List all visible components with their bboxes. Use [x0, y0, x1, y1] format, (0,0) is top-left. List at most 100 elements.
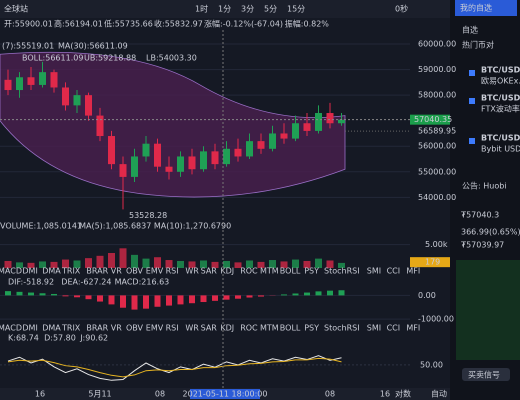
- interval-tab[interactable]: 15分: [287, 5, 305, 14]
- pair-name[interactable]: BTC/USD: [481, 66, 520, 75]
- macd-label: DEA:-627.24: [61, 278, 111, 287]
- candle-body: [177, 156, 184, 172]
- x-tick-label: 16: [380, 390, 390, 399]
- macd-bar: [39, 293, 46, 296]
- depth-area: [456, 260, 520, 360]
- candle-body: [73, 95, 81, 106]
- macd-bar: [166, 295, 172, 306]
- pair-name[interactable]: BTC/USD: [481, 94, 520, 103]
- sidebar-section: 自选: [462, 25, 478, 35]
- sidebar-tab[interactable]: 我的自选: [460, 3, 492, 13]
- indicator-tab[interactable]: BRAR: [86, 267, 108, 276]
- indicator-tab[interactable]: MTM: [260, 324, 279, 333]
- indicator-tab[interactable]: RSI: [166, 324, 179, 333]
- indicator-tab[interactable]: DMA: [42, 267, 61, 276]
- checkbox[interactable]: [469, 70, 475, 76]
- y-tick-label: 0.00: [418, 291, 436, 300]
- boll-label: LB:54003.30: [146, 54, 197, 63]
- indicator-tab[interactable]: MACD: [0, 324, 22, 333]
- interval-tab[interactable]: 3分: [241, 5, 254, 14]
- indicator-tab[interactable]: KDJ: [220, 324, 234, 333]
- indicator-tab[interactable]: OBV: [126, 324, 144, 333]
- macd-label: DIF:-518.92: [8, 278, 54, 287]
- volume-bar: [50, 261, 58, 268]
- indicator-tab[interactable]: DMI: [22, 267, 37, 276]
- indicator-tab[interactable]: MFI: [406, 267, 420, 276]
- x-tick-label: 5月11: [88, 390, 111, 399]
- macd-bar: [5, 291, 11, 296]
- indicator-tab[interactable]: VR: [111, 267, 122, 276]
- indicator-tab[interactable]: ROC: [240, 267, 258, 276]
- volume-bar: [27, 262, 35, 268]
- indicator-tab[interactable]: SAR: [201, 267, 218, 276]
- indicator-tab[interactable]: EMV: [146, 324, 164, 333]
- indicator-tab[interactable]: PSY: [304, 267, 319, 276]
- volume-bar: [257, 261, 265, 268]
- indicator-tab[interactable]: OBV: [126, 267, 144, 276]
- x-tick-label: 08: [325, 390, 335, 399]
- volume-bar: [119, 248, 127, 268]
- volume-bar: [188, 261, 196, 268]
- signal-button[interactable]: [462, 368, 510, 381]
- indicator-tab[interactable]: DMA: [42, 324, 61, 333]
- macd-bar: [315, 291, 322, 296]
- indicator-tab[interactable]: TRIX: [61, 267, 81, 276]
- scale-button[interactable]: 自动: [431, 389, 447, 399]
- indicator-tab[interactable]: ROC: [240, 324, 258, 333]
- indicator-tab[interactable]: StochRSI: [324, 324, 360, 333]
- volume-bar: [338, 262, 345, 268]
- indicator-tab[interactable]: MFI: [406, 324, 420, 333]
- scale-button[interactable]: 对数: [395, 389, 411, 399]
- indicator-tab[interactable]: SAR: [201, 324, 218, 333]
- indicator-tab[interactable]: BOLL: [280, 267, 301, 276]
- indicator-tab[interactable]: BRAR: [86, 324, 108, 333]
- volume-bar: [200, 260, 207, 268]
- indicator-tab[interactable]: TRIX: [61, 324, 81, 333]
- indicator-tab[interactable]: StochRSI: [324, 267, 360, 276]
- volume-bar: [142, 258, 150, 268]
- y-tick-label: 58000.00: [418, 91, 456, 100]
- indicator-tab[interactable]: PSY: [304, 324, 319, 333]
- volume-bar: [223, 260, 230, 268]
- indicator-tab[interactable]: CCI: [387, 267, 401, 276]
- volume-bar: [4, 260, 12, 268]
- candle-body: [257, 141, 265, 149]
- indicator-tab[interactable]: DMI: [22, 324, 37, 333]
- indicator-tab[interactable]: RSI: [166, 267, 179, 276]
- indicator-tab[interactable]: WR: [185, 267, 199, 276]
- candle-body: [119, 164, 127, 177]
- volume-bar: [73, 260, 81, 268]
- macd-bar: [177, 295, 184, 305]
- macd-bar: [212, 295, 218, 301]
- site-title: 全球站: [4, 4, 28, 14]
- indicator-tab[interactable]: WR: [185, 324, 199, 333]
- indicator-tab[interactable]: MACD: [0, 267, 22, 276]
- ohlc-text: 开:55900.01: [4, 20, 53, 29]
- indicator-tab[interactable]: SMI: [367, 267, 381, 276]
- macd-bar: [51, 293, 57, 296]
- volume-bar: [108, 253, 115, 268]
- candle-body: [188, 156, 196, 170]
- pair-name[interactable]: BTC/USDT: [481, 134, 520, 143]
- indicator-tab[interactable]: EMV: [146, 267, 164, 276]
- indicator-tab[interactable]: VR: [111, 324, 122, 333]
- signal-button-label[interactable]: 买卖信号: [468, 370, 500, 380]
- interval-tab[interactable]: 1分: [218, 5, 231, 14]
- crosshair-tag: [190, 389, 260, 399]
- macd-bar: [131, 295, 138, 310]
- checkbox[interactable]: [469, 138, 475, 144]
- indicator-tab[interactable]: MTM: [260, 267, 279, 276]
- x-tick-label: 08: [155, 390, 165, 399]
- indicator-tab[interactable]: SMI: [367, 324, 381, 333]
- interval-tab[interactable]: 1时: [195, 4, 208, 14]
- volume-bar: [234, 262, 242, 268]
- candle-body: [108, 136, 115, 165]
- checkbox[interactable]: [469, 98, 475, 104]
- indicator-tab[interactable]: BOLL: [280, 324, 301, 333]
- indicator-tab[interactable]: CCI: [387, 324, 401, 333]
- interval-tab[interactable]: 5分: [264, 5, 277, 14]
- macd-bar: [189, 295, 195, 304]
- macd-bar: [338, 290, 345, 296]
- indicator-tab[interactable]: KDJ: [220, 267, 234, 276]
